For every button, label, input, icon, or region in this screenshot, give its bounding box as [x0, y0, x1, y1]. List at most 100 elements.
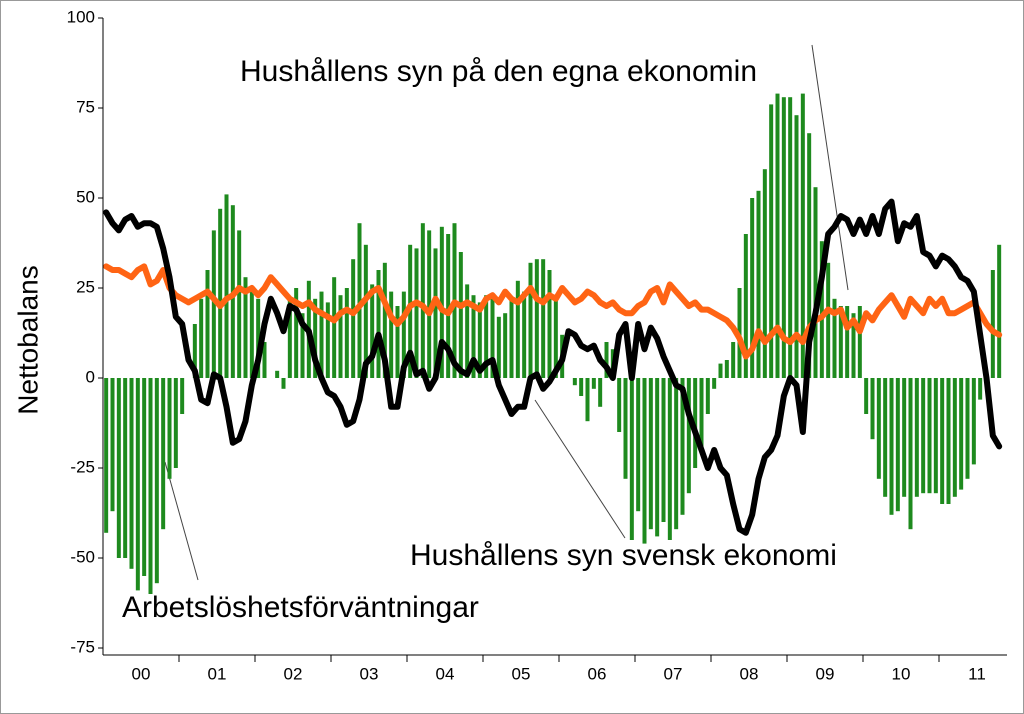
bar	[750, 198, 755, 378]
leader-line	[811, 44, 849, 291]
bar	[218, 208, 223, 378]
bar	[173, 378, 178, 468]
y-tick-label: 50	[76, 187, 95, 206]
x-tick-label: 03	[360, 664, 379, 683]
annotation: Hushållens syn på den egna ekonomin	[240, 55, 757, 88]
bar	[180, 378, 185, 414]
bar	[655, 378, 660, 537]
bar	[300, 313, 305, 378]
bar	[585, 378, 590, 422]
x-tick-label: 07	[664, 664, 683, 683]
bar	[154, 378, 159, 584]
y-tick-label: 25	[76, 277, 95, 296]
bar	[370, 284, 375, 378]
bar	[933, 378, 938, 494]
bar	[161, 378, 166, 530]
bar	[547, 270, 552, 378]
y-tick-label: -75	[70, 637, 95, 656]
bar	[667, 378, 672, 540]
bar	[325, 302, 330, 378]
bar	[636, 378, 641, 512]
x-tick-label: 02	[284, 664, 303, 683]
x-tick-label: 09	[816, 664, 835, 683]
bar	[946, 378, 951, 504]
bar	[427, 230, 432, 378]
bar	[965, 378, 970, 479]
bar	[832, 298, 837, 378]
bar	[629, 378, 634, 540]
bar	[148, 378, 153, 594]
x-tick-label: 11	[968, 664, 986, 683]
x-tick-label: 06	[588, 664, 607, 683]
bar	[104, 378, 109, 533]
bar	[503, 313, 508, 378]
bar	[414, 248, 419, 378]
bar	[617, 378, 622, 432]
bar	[902, 378, 907, 497]
bar	[648, 378, 653, 530]
bar	[332, 277, 337, 378]
bar	[826, 262, 831, 378]
bar	[401, 291, 406, 378]
bar	[876, 378, 881, 479]
bar	[572, 378, 577, 386]
annotation: Hushållens syn svensk ekonomi	[410, 539, 837, 572]
bar	[319, 291, 324, 378]
bar	[591, 378, 596, 389]
bar	[116, 378, 121, 558]
bar	[952, 378, 957, 497]
bar	[990, 270, 995, 378]
bar	[864, 378, 869, 414]
bar	[129, 378, 134, 569]
bar	[534, 259, 539, 378]
bar	[167, 378, 172, 479]
bar	[433, 248, 438, 378]
bar	[351, 259, 356, 378]
bar	[959, 378, 964, 490]
bar	[338, 295, 343, 378]
bar	[908, 378, 913, 530]
x-tick-label: 05	[512, 664, 531, 683]
bar	[192, 324, 197, 378]
bar	[699, 378, 704, 450]
bar	[857, 306, 862, 378]
bar	[851, 313, 856, 378]
bar	[515, 280, 520, 378]
bar	[762, 169, 767, 378]
bar	[237, 230, 242, 378]
bar	[921, 378, 926, 494]
y-tick-label: 75	[76, 97, 95, 116]
bar	[781, 97, 786, 378]
x-tick-label: 01	[208, 664, 227, 683]
bar	[205, 270, 210, 378]
annotation: Arbetslöshetsförväntningar	[122, 591, 479, 624]
bar	[287, 298, 292, 378]
bar	[313, 298, 318, 378]
bar	[496, 316, 501, 378]
bar	[674, 378, 679, 530]
bar	[446, 234, 451, 378]
x-tick-label: 00	[132, 664, 151, 683]
x-tick-label: 08	[740, 664, 759, 683]
bar	[800, 93, 805, 378]
bar	[978, 378, 983, 400]
bar	[895, 378, 900, 512]
y-tick-label: 100	[67, 7, 95, 26]
bar	[357, 223, 362, 378]
x-tick-label: 04	[436, 664, 455, 683]
bar	[471, 295, 476, 378]
bar	[110, 378, 115, 512]
bar	[838, 306, 843, 378]
y-axis-label: Nettobalans	[12, 265, 43, 414]
bar	[224, 194, 229, 378]
bar	[813, 187, 818, 378]
bar	[604, 342, 609, 378]
bar	[743, 234, 748, 378]
bar	[788, 97, 793, 378]
bar	[971, 378, 976, 465]
bar	[794, 115, 799, 378]
bar	[243, 277, 248, 378]
bar	[883, 378, 888, 497]
bar	[509, 298, 514, 378]
bar	[680, 378, 685, 515]
